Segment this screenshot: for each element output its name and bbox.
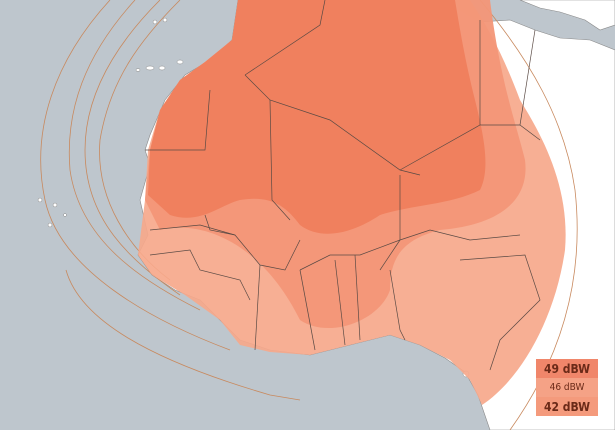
country-borders <box>145 0 541 371</box>
legend-item-49dbw: 49 dBW <box>536 359 598 378</box>
legend-item-46dbw: 46 dBW <box>536 378 598 397</box>
legend: 49 dBW 46 dBW 42 dBW <box>536 359 598 416</box>
europe-land <box>519 0 615 31</box>
legend-item-42dbw: 42 dBW <box>536 397 598 416</box>
contour-lines <box>40 0 578 430</box>
zone-49dbw <box>148 0 486 234</box>
